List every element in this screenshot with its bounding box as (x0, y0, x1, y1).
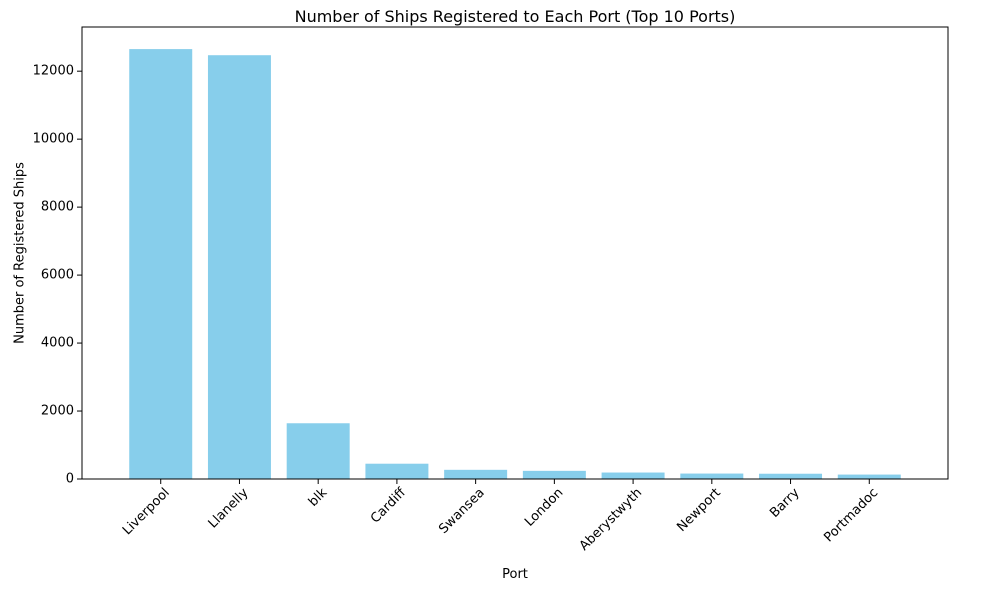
x-tick-label-portmadoc: Portmadoc (821, 485, 881, 545)
bar-portmadoc (837, 474, 901, 479)
x-tick-label-aberystwyth: Aberystwyth (577, 485, 645, 553)
bar-aberystwyth (601, 472, 665, 479)
x-tick-label-cardiff: Cardiff (368, 485, 410, 527)
bar-barry (759, 473, 823, 479)
y-axis-label: Number of Registered Ships (13, 162, 28, 344)
y-tick-label: 2000 (41, 404, 74, 419)
bar-llanelly (207, 55, 271, 480)
x-tick-label-newport: Newport (674, 485, 724, 535)
bars-group (129, 49, 901, 480)
x-tick-label-swansea: Swansea (436, 485, 487, 536)
bar-blk (286, 423, 350, 479)
y-tick-label: 6000 (41, 268, 74, 283)
y-tick-label: 0 (66, 472, 74, 487)
bar-swansea (444, 469, 508, 479)
y-tick-label: 12000 (33, 64, 74, 79)
y-tick-label: 10000 (33, 132, 74, 147)
bar-newport (680, 473, 744, 479)
bar-liverpool (129, 49, 193, 480)
x-axis-label: Port (502, 567, 528, 582)
y-tick-label: 4000 (41, 336, 74, 351)
x-ticks: Liverpool Llanelly blk Cardiff Swansea London… (120, 479, 881, 554)
bar-london (522, 470, 586, 479)
axes-frame (81, 26, 949, 480)
x-tick-label-blk: blk (306, 485, 331, 510)
x-tick-label-london: London (522, 485, 566, 529)
chart-title: Number of Ships Registered to Each Port … (295, 7, 736, 26)
bar-cardiff (365, 463, 429, 479)
y-tick-label: 8000 (41, 200, 74, 215)
plot-area: 0 2000 4000 6000 8000 10000 12000 Liverpool Llan… (33, 26, 949, 554)
x-tick-label-llanelly: Llanelly (206, 485, 252, 531)
y-ticks: 0 2000 4000 6000 8000 10000 12000 (33, 64, 82, 487)
x-tick-label-liverpool: Liverpool (120, 485, 173, 538)
x-tick-label-barry: Barry (767, 485, 803, 521)
